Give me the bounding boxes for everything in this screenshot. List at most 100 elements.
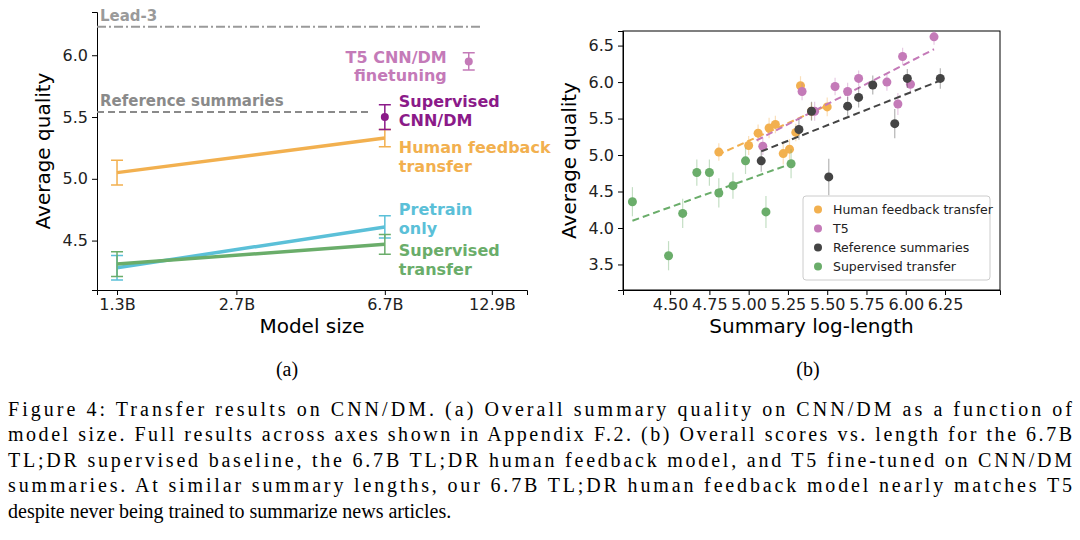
plot-frame [623,31,1000,290]
point [741,156,750,165]
y-tick-mark [618,264,623,265]
legend-marker [814,206,822,214]
point [794,125,803,134]
y-tick-label: 3.5 [589,255,614,274]
y-tick-mark [618,228,623,229]
panel-1: 4.504.755.005.255.505.756.006.253.54.04.… [557,29,1001,338]
legend-label: Supervised transfer [833,259,957,274]
x-tick-label: 4.50 [653,295,689,314]
series-labels: Human feedbacktransferPretrainonlySuperv… [100,7,551,279]
panel-0: 1.3B2.7B6.7B12.9B4.55.05.56.0Model sizeA… [31,7,551,338]
y-tick-label: 4.0 [589,219,614,238]
y-tick: 5.0 [63,169,97,188]
x-tick-mark [236,290,237,295]
point [714,148,723,157]
x-tick: 12.9B [469,290,516,314]
y-tick: 5.0 [589,146,623,165]
point [903,74,912,83]
point [854,74,863,83]
y-axis-line [92,13,98,291]
point [893,99,902,108]
error-bar [379,129,391,146]
x-tick-mark [385,290,386,295]
point [761,207,770,216]
x-tick-mark [827,290,828,295]
x-tick: 5.25 [771,290,807,314]
x-tick-mark [945,290,946,295]
point [757,156,766,165]
point [705,168,714,177]
point [664,251,673,260]
error-bar [111,252,123,277]
x-tick-mark [866,290,867,295]
panel-label: (a) [276,358,298,381]
x-tick-label: 5.75 [849,295,885,314]
x-tick-mark [788,290,789,295]
trend-line [757,49,935,140]
point [807,107,816,116]
y-tick-label: 5.0 [589,146,614,165]
y-axis-title: Average quality [31,72,55,229]
point [936,74,945,83]
error-bar [463,53,475,70]
point [843,87,852,96]
x-tick-mark [709,290,710,295]
y-tick: 6.0 [589,73,623,92]
legend-item: Human feedback transfer [814,202,994,217]
x-tick: 6.7B [367,290,403,314]
x-tick-label: 12.9B [469,295,516,314]
error-bar [379,234,391,254]
legend-marker [814,225,822,233]
y-tick-mark [92,117,97,118]
y-tick-mark [92,55,97,56]
y-tick-label: 5.5 [63,108,88,127]
point [831,82,840,91]
x-axis-title: Model size [259,314,364,338]
y-tick-mark [618,155,623,156]
y-tick-mark [92,241,97,242]
y-tick-mark [618,46,623,47]
x-tick: 5.00 [731,290,767,314]
series-label: Pretrainonly [399,200,473,238]
reference-label: Lead-3 [100,7,157,25]
x-tick: 4.50 [653,290,689,314]
trend-line [632,164,791,221]
series-label: T5 CNN/DMfinetuning [346,48,447,85]
point [692,168,701,177]
x-tick-mark [492,290,493,295]
y-tick: 3.5 [589,255,623,274]
x-tick-label: 5.25 [771,295,807,314]
series-label: Supervisedtransfer [399,241,500,279]
reference-label: Reference summaries [100,92,284,110]
x-tick: 5.75 [849,290,885,314]
point [798,87,807,96]
error-bar [379,105,391,130]
point [843,102,852,111]
x-tick-mark [117,290,118,295]
reference-line [97,26,482,28]
x-tick: 6.00 [888,290,924,314]
x-tick-mark [906,290,907,295]
caption-line: Figure 4: Transfer results on CNN/DM. (a… [8,398,1072,421]
point [785,145,794,154]
point [714,188,723,197]
y-tick-label: 5.0 [63,169,88,188]
legend-item: Supervised transfer [814,259,957,274]
error-bar [111,160,123,185]
point [787,159,796,168]
x-tick-mark [749,290,750,295]
point [882,78,891,87]
x-axis-title: Summary log-length [709,314,913,338]
y-tick: 4.5 [63,231,97,250]
point [807,107,816,116]
caption-line: TL;DR supervised baseline, the 6.7B TL;D… [8,449,1072,472]
y-tick-label: 6.0 [63,46,88,65]
x-axis-line [98,291,528,296]
x-tick-label: 2.7B [219,295,255,314]
y-axis-title: Average quality [557,82,581,239]
x-tick-label: 6.7B [367,295,403,314]
y-tick-label: 4.5 [63,231,88,250]
y-tick-mark [92,179,97,180]
caption-line: despite never being trained to summarize… [8,500,451,523]
y-tick-label: 4.5 [589,182,614,201]
